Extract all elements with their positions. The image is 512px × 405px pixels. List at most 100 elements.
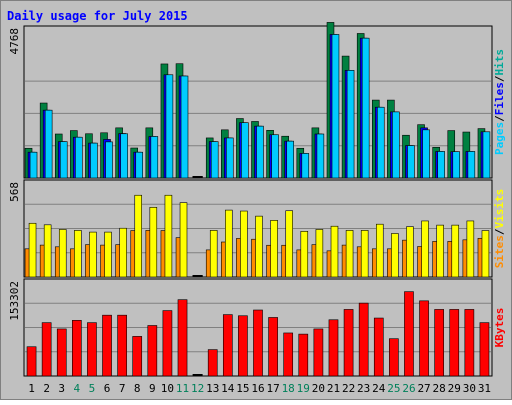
pages-files-hits-hits-bar-8: [135, 151, 143, 179]
pages-files-hits-hits-bar-24: [377, 106, 385, 179]
pages-files-hits-hits-bar-1: [29, 151, 38, 179]
kbytes-kbytes-bar-31: [479, 322, 490, 377]
sites-visits-visits-bar-2: [43, 224, 52, 278]
kbytes-kbytes-bar-29: [449, 309, 460, 377]
pages-files-hits-legend-item-3: /: [493, 75, 506, 82]
pages-files-hits-hits-bar-29: [452, 151, 461, 179]
x-tick-label-8: 8: [134, 382, 141, 395]
sites-visits-visits-bar-9: [149, 207, 158, 278]
x-tick-label-1: 1: [28, 382, 35, 395]
kbytes-kbytes-bar-20: [313, 328, 324, 377]
kbytes-ymax-label: 153302: [8, 281, 21, 321]
x-tick-label-24: 24: [372, 382, 386, 395]
sites-visits-visits-bar-24: [376, 223, 384, 278]
kbytes-kbytes-bar-21: [328, 319, 339, 377]
x-tick-label-7: 7: [119, 382, 126, 395]
sites-visits-visits-bar-19: [300, 231, 309, 278]
sites-visits-legend-item-2: Visits: [493, 189, 506, 229]
pages-files-hits-ymax-label: 4768: [8, 28, 21, 55]
x-tick-label-31: 31: [478, 382, 491, 395]
pages-files-hits-hits-bar-4: [75, 136, 83, 179]
pages-files-hits-hits-bar-22: [346, 70, 355, 179]
kbytes-kbytes-bar-6: [102, 314, 112, 377]
pages-files-hits-hits-bar-18: [286, 140, 294, 179]
kbytes-kbytes-bar-22: [343, 309, 354, 377]
x-tick-label-5: 5: [89, 382, 96, 395]
sites-visits-visits-bar-4: [74, 230, 82, 278]
sites-visits-legend: Sites/Visits: [493, 189, 506, 269]
sites-visits-visits-bar-13: [209, 230, 218, 278]
pages-files-hits-legend-item-0: Pages: [493, 122, 506, 155]
pages-files-hits-hits-bar-5: [90, 142, 98, 179]
kbytes-kbytes-bar-24: [373, 317, 384, 377]
sites-visits-visits-bar-6: [104, 231, 112, 278]
x-tick-label-30: 30: [463, 382, 476, 395]
sites-visits-visits-bar-16: [255, 215, 263, 278]
sites-visits-visits-bar-21: [330, 225, 339, 278]
sites-visits-visits-bar-27: [421, 220, 429, 278]
kbytes-kbytes-bar-5: [87, 322, 97, 377]
x-tick-label-25: 25: [387, 382, 400, 395]
chart-title: Daily usage for July 2015: [7, 9, 188, 23]
pages-files-hits-hits-bar-21: [331, 34, 340, 179]
pages-files-hits-hits-bar-17: [271, 134, 279, 179]
kbytes-kbytes-bar-28: [434, 309, 444, 377]
sites-visits-visits-bar-15: [240, 210, 248, 278]
x-tick-label-26: 26: [402, 382, 415, 395]
x-tick-label-10: 10: [161, 382, 174, 395]
x-tick-label-23: 23: [357, 382, 370, 395]
pages-files-hits-legend-item-4: Hits: [493, 49, 506, 76]
x-tick-label-6: 6: [104, 382, 111, 395]
kbytes-kbytes-bar-12: [192, 374, 203, 376]
sites-visits-visits-bar-7: [119, 227, 127, 278]
sites-visits-visits-bar-11: [179, 202, 188, 278]
sites-visits-visits-bar-20: [315, 229, 324, 278]
kbytes-legend: KBytes: [493, 308, 506, 348]
x-tick-label-27: 27: [417, 382, 430, 395]
x-tick-label-20: 20: [312, 382, 325, 395]
kbytes-kbytes-bar-27: [419, 300, 429, 377]
kbytes-kbytes-bar-8: [132, 336, 143, 377]
pages-files-hits-hits-bar-16: [256, 125, 264, 179]
kbytes-legend-item-0: KBytes: [493, 308, 506, 348]
sites-visits-visits-bar-30: [466, 220, 475, 278]
pages-files-hits-hits-bar-11: [180, 75, 189, 179]
pages-files-hits-hits-bar-6: [105, 141, 113, 179]
sites-visits-visits-bar-14: [225, 209, 233, 278]
kbytes-kbytes-bar-3: [56, 328, 67, 377]
x-tick-label-29: 29: [448, 382, 461, 395]
pages-files-hits-hits-bar-2: [44, 109, 53, 179]
sites-visits-visits-bar-23: [360, 230, 369, 278]
kbytes-kbytes-bar-17: [268, 317, 278, 377]
sites-visits-visits-bar-25: [391, 233, 399, 278]
kbytes-kbytes-bar-19: [298, 333, 309, 377]
sites-visits-legend-item-0: Sites: [493, 235, 506, 268]
kbytes-kbytes-bar-4: [72, 320, 82, 377]
pages-files-hits-hits-bar-26: [407, 145, 415, 179]
sites-visits-visits-bar-8: [134, 194, 142, 278]
sites-visits-visits-bar-5: [89, 231, 97, 278]
pages-files-hits-hits-bar-12: [192, 176, 203, 178]
x-tick-label-17: 17: [266, 382, 279, 395]
pages-files-hits-hits-bar-25: [392, 111, 400, 179]
sites-visits-visits-bar-29: [451, 224, 460, 278]
kbytes-kbytes-bar-1: [26, 346, 37, 377]
kbytes-kbytes-bar-7: [117, 314, 127, 377]
sites-visits-visits-bar-12: [192, 275, 203, 277]
kbytes-kbytes-bar-11: [177, 299, 188, 377]
sites-visits-visits-bar-3: [58, 229, 67, 278]
sites-visits-visits-bar-17: [270, 220, 278, 278]
sites-visits-ymax-label: 568: [8, 182, 21, 202]
pages-files-hits-hits-bar-20: [316, 133, 325, 179]
sites-visits-visits-bar-22: [345, 230, 354, 278]
pages-files-hits-hits-bar-9: [150, 136, 159, 179]
pages-files-hits-legend: Pages/Files/Hits: [493, 49, 506, 155]
kbytes-kbytes-bar-2: [41, 322, 52, 377]
sites-visits-visits-bar-28: [436, 224, 444, 278]
kbytes-kbytes-bar-30: [464, 309, 475, 377]
kbytes-kbytes-bar-13: [207, 349, 218, 377]
x-tick-label-4: 4: [74, 382, 81, 395]
sites-visits-visits-bar-10: [164, 194, 173, 278]
kbytes-kbytes-bar-18: [283, 332, 294, 377]
